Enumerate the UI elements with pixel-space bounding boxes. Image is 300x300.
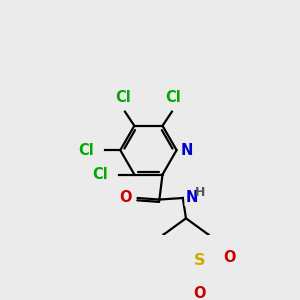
Text: S: S xyxy=(194,253,206,268)
Text: Cl: Cl xyxy=(116,90,131,105)
Text: O: O xyxy=(194,286,206,300)
Text: N: N xyxy=(181,142,193,158)
Text: O: O xyxy=(119,190,132,205)
Text: Cl: Cl xyxy=(92,167,108,182)
Text: Cl: Cl xyxy=(165,90,181,105)
Text: O: O xyxy=(223,250,236,265)
Text: N: N xyxy=(185,190,198,206)
Text: Cl: Cl xyxy=(78,142,94,158)
Text: H: H xyxy=(195,186,206,199)
